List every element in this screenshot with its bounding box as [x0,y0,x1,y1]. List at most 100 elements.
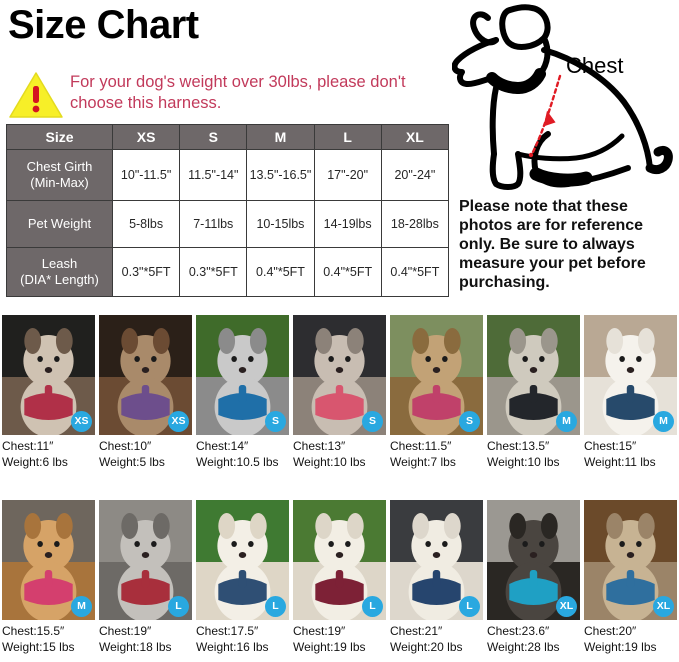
caption-weight: Weight:6 lbs [2,454,68,469]
photo-caption: Chest:10″ Weight:5 lbs [99,435,192,471]
photo-cell: XS Chest:11″ Weight:6 lbs [2,315,95,471]
photo-caption: Chest:13.5″ Weight:10 lbs [487,435,580,471]
cell-leash-s: 0.3"*5FT [179,247,248,297]
column-header-m: M [246,124,315,150]
row-header-chest-girth: Chest Girth (Min-Max) [6,149,113,201]
size-badge: XS [71,411,92,432]
cell-weight-m: 10-15lbs [246,200,315,248]
pet-photo-image [584,315,677,435]
row-header-line-1: Leash [41,255,78,271]
photo-cell: XS Chest:10″ Weight:5 lbs [99,315,192,471]
caption-chest: Chest:23.6″ [487,624,550,638]
caption-chest: Chest:11″ [2,439,54,453]
pet-photo-image [390,500,483,620]
pet-photo-image [487,315,580,435]
cell-girth-m: 13.5"-16.5" [246,149,315,201]
column-header-s: S [179,124,248,150]
caption-chest: Chest:14″ [196,439,249,453]
cell-girth-s: 11.5"-14" [179,149,248,201]
cell-leash-xl: 0.4"*5FT [380,247,450,297]
size-badge: S [362,411,383,432]
caption-weight: Weight:20 lbs [390,639,463,654]
size-badge: XL [556,596,577,617]
photo-caption: Chest:11″ Weight:6 lbs [2,435,95,471]
photo-caption: Chest:19″ Weight:19 lbs [293,620,386,656]
caption-weight: Weight:16 lbs [196,639,269,654]
photo-caption: Chest:21″ Weight:20 lbs [390,620,483,656]
cell-leash-xs: 0.3"*5FT [111,247,181,297]
caption-weight: Weight:10 lbs [487,454,560,469]
caption-chest: Chest:19″ [99,624,152,638]
photo-cell: M Chest:15.5″ Weight:15 lbs [2,500,95,656]
caption-weight: Weight:18 lbs [99,639,172,654]
caption-weight: Weight:15 lbs [2,639,75,654]
caption-chest: Chest:20″ [584,624,637,638]
photo-cell: L Chest:21″ Weight:20 lbs [390,500,483,656]
pet-photo-image [390,315,483,435]
row-header-line-1: Chest Girth [26,158,93,174]
caption-chest: Chest:19″ [293,624,346,638]
reference-photos-note: Please note that these photos are for re… [459,198,646,291]
cell-leash-l: 0.4"*5FT [313,247,382,297]
cell-leash-m: 0.4"*5FT [246,247,315,297]
photo-cell: S Chest:13″ Weight:10 lbs [293,315,386,471]
size-badge: XS [168,411,189,432]
row-header-line-1: Pet Weight [27,215,92,231]
cell-weight-l: 14-19lbs [313,200,382,248]
photo-cell: S Chest:11.5″ Weight:7 lbs [390,315,483,471]
caption-chest: Chest:17.5″ [196,624,259,638]
caption-chest: Chest:13.5″ [487,439,550,453]
pet-photo-image [487,500,580,620]
photo-caption: Chest:15.5″ Weight:15 lbs [2,620,95,656]
caption-chest: Chest:10″ [99,439,152,453]
size-badge: L [265,596,286,617]
table-row: Leash (DIA* Length) 0.3"*5FT 0.3"*5FT 0.… [6,247,450,297]
row-header-line-2: (Min-Max) [30,175,89,190]
caption-chest: Chest:21″ [390,624,443,638]
customer-photo: L [196,500,289,620]
size-badge: XL [653,596,674,617]
caption-weight: Weight:7 lbs [390,454,456,469]
customer-photo: S [390,315,483,435]
caption-chest: Chest:15.5″ [2,624,65,638]
photo-caption: Chest:17.5″ Weight:16 lbs [196,620,289,656]
row-header-line-2: (DIA* Length) [20,272,99,287]
cell-weight-xl: 18-28lbs [380,200,450,248]
cell-weight-xs: 5-8lbs [111,200,181,248]
pet-photo-image [293,500,386,620]
pet-photo-image [2,315,95,435]
table-row: Pet Weight 5-8lbs 7-11lbs 10-15lbs 14-19… [6,200,450,248]
cell-girth-xs: 10"-11.5" [111,149,181,201]
cell-weight-s: 7-11lbs [179,200,248,248]
photo-cell: XL Chest:20″ Weight:19 lbs [584,500,677,656]
photo-cell: M Chest:13.5″ Weight:10 lbs [487,315,580,471]
caption-chest: Chest:11.5″ [390,439,452,453]
size-badge: M [653,411,674,432]
caption-weight: Weight:5 lbs [99,454,165,469]
size-badge: S [265,411,286,432]
photo-caption: Chest:13″ Weight:10 lbs [293,435,386,471]
warning-triangle-icon [8,70,64,120]
customer-photo: L [99,500,192,620]
column-header-l: L [313,124,382,150]
table-row: Chest Girth (Min-Max) 10"-11.5" 11.5"-14… [6,149,450,201]
customer-photo-row-1: XS Chest:11″ Weight:6 lbs XS Chest:10″ Weigh… [0,315,679,471]
customer-photo: L [293,500,386,620]
caption-weight: Weight:28 lbs [487,639,560,654]
table-header-row: Size XS S M L XL [6,124,450,150]
pet-photo-image [584,500,677,620]
size-badge: M [556,411,577,432]
photo-caption: Chest:11.5″ Weight:7 lbs [390,435,483,471]
size-chart-table: Size XS S M L XL Chest Girth (Min-Max) 1… [6,124,450,297]
cell-girth-l: 17"-20" [313,149,382,201]
customer-photo: S [196,315,289,435]
column-header-xs: XS [111,124,181,150]
caption-weight: Weight:19 lbs [584,639,657,654]
column-header-xl: XL [380,124,450,150]
photo-cell: XL Chest:23.6″ Weight:28 lbs [487,500,580,656]
photo-cell: L Chest:19″ Weight:18 lbs [99,500,192,656]
size-badge: S [459,411,480,432]
caption-weight: Weight:19 lbs [293,639,366,654]
table-corner-size-label: Size [6,124,113,150]
customer-photo: XL [584,500,677,620]
